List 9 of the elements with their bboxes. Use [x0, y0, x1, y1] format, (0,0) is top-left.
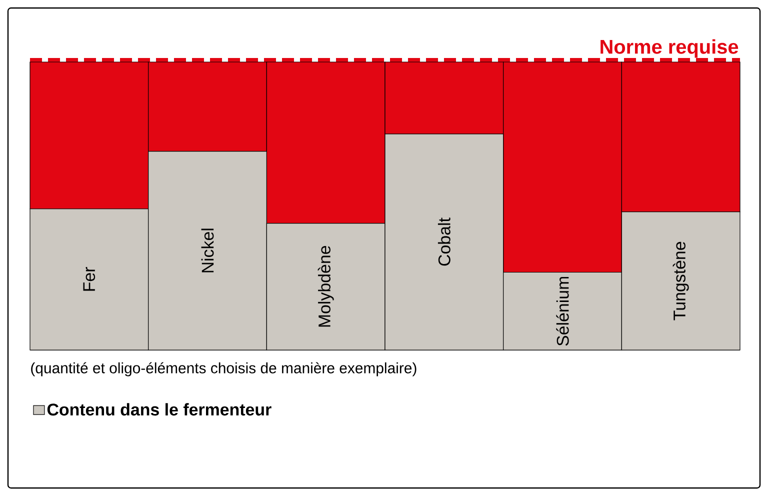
x-tick-label: Tungstène: [672, 242, 689, 320]
x-tick-label: Nickel: [201, 228, 214, 272]
x-tick-label: Cobalt: [438, 218, 450, 266]
x-tick-label: Fer: [83, 267, 96, 291]
x-tick-label: Molybdène: [318, 246, 334, 327]
legend-label: Contenu dans le fermenteur: [47, 403, 272, 416]
text: (quantité et oligo-éléments choisis de manière exemplaire): [31, 362, 416, 376]
x-tick-label: Sélénium: [556, 276, 569, 346]
ref-line-label: Norme requise: [600, 39, 738, 58]
